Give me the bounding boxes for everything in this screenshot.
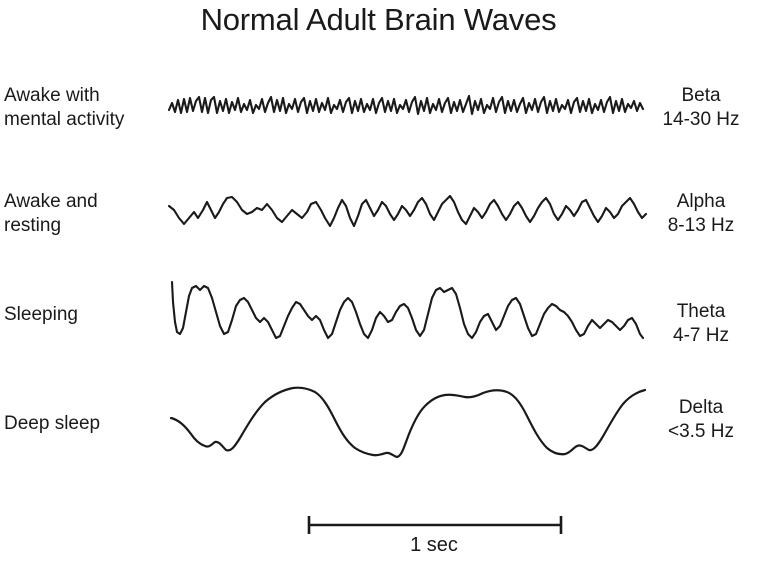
band-name-beta: Beta [681, 85, 721, 106]
state-label-delta-line1: Deep sleep [4, 413, 101, 434]
scale-bar-caption: 1 sec [410, 534, 458, 556]
state-label-theta: Sleeping [4, 303, 164, 327]
band-frequency-alpha: 8-13 Hz [667, 215, 735, 236]
state-label-delta: Deep sleep [4, 412, 164, 436]
time-scale-bar [300, 510, 570, 568]
state-label-theta-line1: Sleeping [4, 304, 78, 325]
eeg-trace-beta [165, 86, 655, 130]
state-label-alpha: Awake and resting [4, 190, 164, 238]
eeg-trace-delta [165, 378, 655, 466]
eeg-trace-alpha [165, 188, 655, 242]
band-label-beta: Beta 14-30 Hz [648, 84, 754, 132]
band-label-alpha: Alpha 8-13 Hz [648, 190, 754, 238]
state-label-alpha-line1: Awake and [4, 191, 98, 212]
band-frequency-delta: <3.5 Hz [667, 421, 734, 442]
state-label-beta: Awake with mental activity [4, 84, 164, 132]
band-name-alpha: Alpha [676, 191, 726, 212]
band-frequency-theta: 4-7 Hz [673, 325, 729, 346]
state-label-alpha-line2: resting [4, 215, 62, 236]
band-label-delta: Delta <3.5 Hz [648, 396, 754, 444]
state-label-beta-line2: mental activity [4, 109, 125, 130]
page-title: Normal Adult Brain Waves [200, 2, 557, 37]
state-label-beta-line1: Awake with [4, 85, 100, 106]
band-name-theta: Theta [676, 301, 726, 322]
band-label-theta: Theta 4-7 Hz [648, 300, 754, 348]
band-name-delta: Delta [678, 397, 724, 418]
eeg-trace-theta [165, 272, 655, 348]
band-frequency-beta: 14-30 Hz [662, 109, 740, 130]
